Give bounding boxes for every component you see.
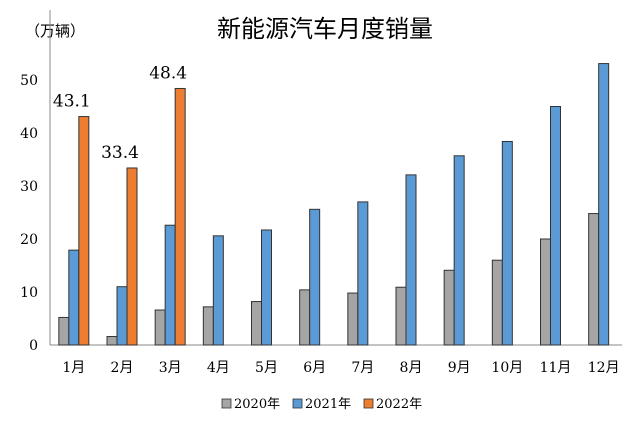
bar-2020-9 bbox=[443, 269, 455, 346]
bar-2020-7 bbox=[347, 292, 359, 346]
bar-2022-2 bbox=[126, 167, 138, 346]
x-tick-label: 8月 bbox=[400, 360, 423, 376]
legend-swatch-2022 bbox=[363, 398, 374, 409]
bar-2020-4 bbox=[202, 306, 214, 346]
bar-2020-8 bbox=[395, 286, 407, 346]
bar-2020-10 bbox=[491, 259, 503, 346]
x-tick-label: 6月 bbox=[303, 360, 326, 376]
bar-2021-3 bbox=[164, 224, 176, 346]
x-tick-label: 11月 bbox=[540, 360, 572, 376]
legend-swatch-2020 bbox=[221, 398, 232, 409]
bar-2020-11 bbox=[540, 238, 551, 346]
bar-2022-1 bbox=[78, 116, 90, 346]
data-label: 48.4 bbox=[149, 63, 187, 83]
x-tick-label: 4月 bbox=[207, 360, 230, 376]
bar-2021-10 bbox=[501, 140, 513, 346]
bar-2020-2 bbox=[106, 336, 118, 346]
bar-2020-3 bbox=[154, 309, 166, 346]
legend-label: 2022年 bbox=[376, 397, 422, 412]
bar-2021-8 bbox=[405, 174, 417, 346]
chart-title: 新能源汽车月度销量 bbox=[217, 15, 433, 43]
x-tick-label: 12月 bbox=[588, 360, 620, 376]
bar-2020-6 bbox=[299, 289, 311, 346]
y-axis-unit: （万辆） bbox=[25, 22, 85, 40]
bar-2021-6 bbox=[309, 208, 321, 346]
x-tick-label: 3月 bbox=[159, 360, 182, 376]
bar-2021-9 bbox=[453, 155, 465, 346]
data-label: 33.4 bbox=[101, 143, 139, 163]
y-tick-label: 40 bbox=[20, 126, 38, 142]
bar-2021-11 bbox=[550, 106, 561, 346]
bar-2020-1 bbox=[58, 316, 70, 346]
x-tick-label: 2月 bbox=[111, 360, 134, 376]
x-tick-label: 9月 bbox=[448, 360, 471, 376]
bar-2021-2 bbox=[116, 286, 128, 346]
y-tick-label: 10 bbox=[20, 285, 38, 301]
bar-2020-5 bbox=[251, 301, 262, 346]
bar-2020-12 bbox=[588, 213, 600, 346]
x-tick-label: 1月 bbox=[62, 360, 85, 376]
bar-2021-7 bbox=[357, 201, 369, 346]
data-label: 43.1 bbox=[53, 92, 91, 112]
x-tick-label: 10月 bbox=[491, 360, 523, 376]
y-tick-label: 30 bbox=[20, 179, 38, 195]
bar-2021-4 bbox=[212, 235, 224, 346]
bar-2021-1 bbox=[68, 249, 80, 346]
legend-label: 2021年 bbox=[305, 397, 351, 412]
legend-swatch-2021 bbox=[292, 398, 303, 409]
x-tick-label: 5月 bbox=[255, 360, 278, 376]
legend-label: 2020年 bbox=[234, 397, 280, 412]
bar-2021-5 bbox=[261, 229, 272, 346]
bar-2021-12 bbox=[598, 63, 610, 346]
y-tick-label: 20 bbox=[20, 232, 38, 248]
x-tick-label: 7月 bbox=[351, 360, 374, 376]
y-tick-label: 50 bbox=[20, 73, 38, 89]
bar-2022-3 bbox=[174, 87, 186, 346]
y-tick-label: 0 bbox=[29, 338, 38, 354]
